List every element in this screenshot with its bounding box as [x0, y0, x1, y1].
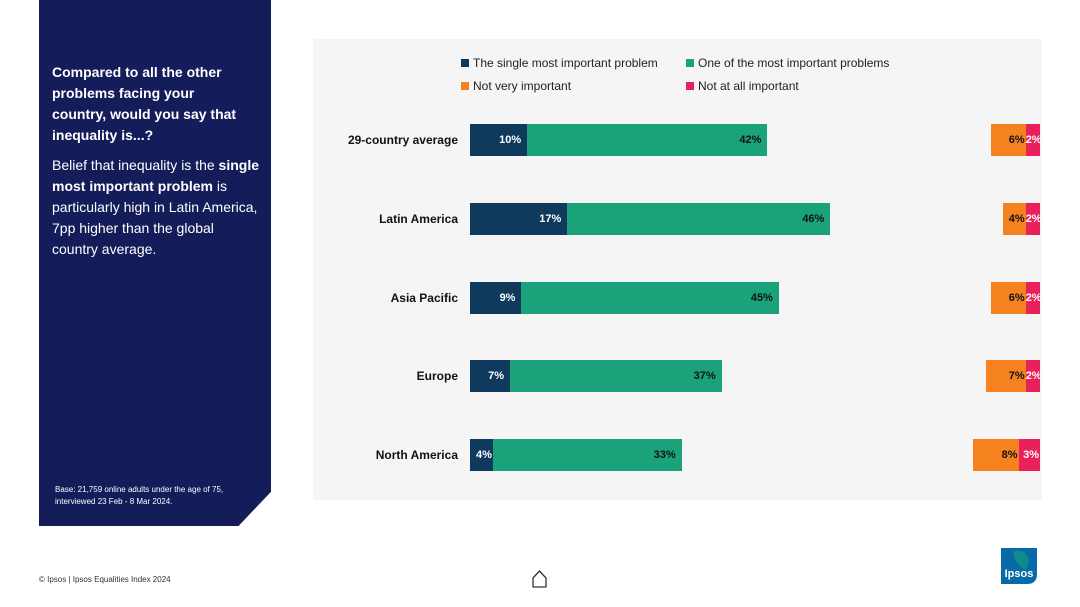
- insight-text-start: Belief that inequality is the: [52, 157, 219, 173]
- chart-area: The single most important problem One of …: [313, 39, 1042, 500]
- bar-segment-0: 7%: [470, 360, 511, 393]
- bar-segment-2: 7%: [985, 360, 1026, 393]
- ipsos-logo-text: Ipsos: [1005, 568, 1034, 580]
- bar-segment-0: 4%: [470, 439, 493, 471]
- legend-item-2: Not very important: [461, 78, 571, 94]
- bar-segment-3: 2%: [1025, 202, 1042, 235]
- legend-label-1: One of the most important problems: [698, 56, 890, 70]
- legend-swatch-2: [461, 82, 469, 90]
- legend-item-3: Not at all important: [686, 78, 799, 94]
- bar-segment-2: 8%: [972, 439, 1019, 471]
- legend-swatch-0: [461, 59, 469, 67]
- bar-segment-1: 33%: [492, 439, 682, 471]
- bar-segment-0: 10%: [470, 124, 528, 156]
- legend-label-3: Not at all important: [698, 79, 799, 93]
- ipsos-logo: Ipsos: [1001, 548, 1037, 584]
- legend-swatch-1: [686, 59, 694, 67]
- question-text: Compared to all the other problems facin…: [52, 64, 237, 143]
- bar-segment-2: 6%: [991, 124, 1026, 156]
- legend-item-0: The single most important problem: [461, 55, 658, 71]
- base-note: Base: 21,759 online adults under the age…: [55, 485, 224, 506]
- bar-segment-3: 3%: [1018, 439, 1040, 471]
- side-panel: Compared to all the other problems facin…: [39, 0, 271, 526]
- legend-label-2: Not very important: [473, 79, 572, 93]
- category-label: North America: [375, 448, 458, 462]
- legend-swatch-3: [686, 82, 694, 90]
- bar-segment-3: 2%: [1025, 124, 1042, 156]
- bar-segment-1: 42%: [527, 124, 768, 156]
- bar-segment-2: 4%: [1002, 202, 1026, 235]
- bar-segment-0: 9%: [470, 281, 522, 314]
- home-icon[interactable]: [531, 569, 548, 589]
- category-label: Europe: [416, 369, 458, 384]
- insight-text-end: is particularly high in Latin America, 7…: [52, 178, 258, 257]
- bar-segment-1: 46%: [567, 202, 831, 235]
- bar-segment-1: 37%: [510, 360, 722, 393]
- bar-segment-1: 45%: [521, 281, 779, 314]
- bar-segment-3: 2%: [1025, 360, 1042, 393]
- category-label: Latin America: [379, 211, 458, 226]
- bar-segment-0: 17%: [470, 202, 568, 235]
- insight-text: Belief that inequality is the single mos…: [52, 155, 262, 260]
- category-label: Asia Pacific: [390, 290, 458, 305]
- bar-segment-2: 6%: [991, 281, 1026, 314]
- legend-item-1: One of the most important problems: [686, 55, 889, 71]
- footer-copyright: © Ipsos | Ipsos Equalities Index 2024: [39, 575, 171, 584]
- category-label: 29-country average: [347, 133, 458, 147]
- legend-label-0: The single most important problem: [473, 56, 658, 70]
- bar-segment-3: 2%: [1025, 281, 1042, 314]
- insight-text-bold: single most important problem: [52, 157, 260, 194]
